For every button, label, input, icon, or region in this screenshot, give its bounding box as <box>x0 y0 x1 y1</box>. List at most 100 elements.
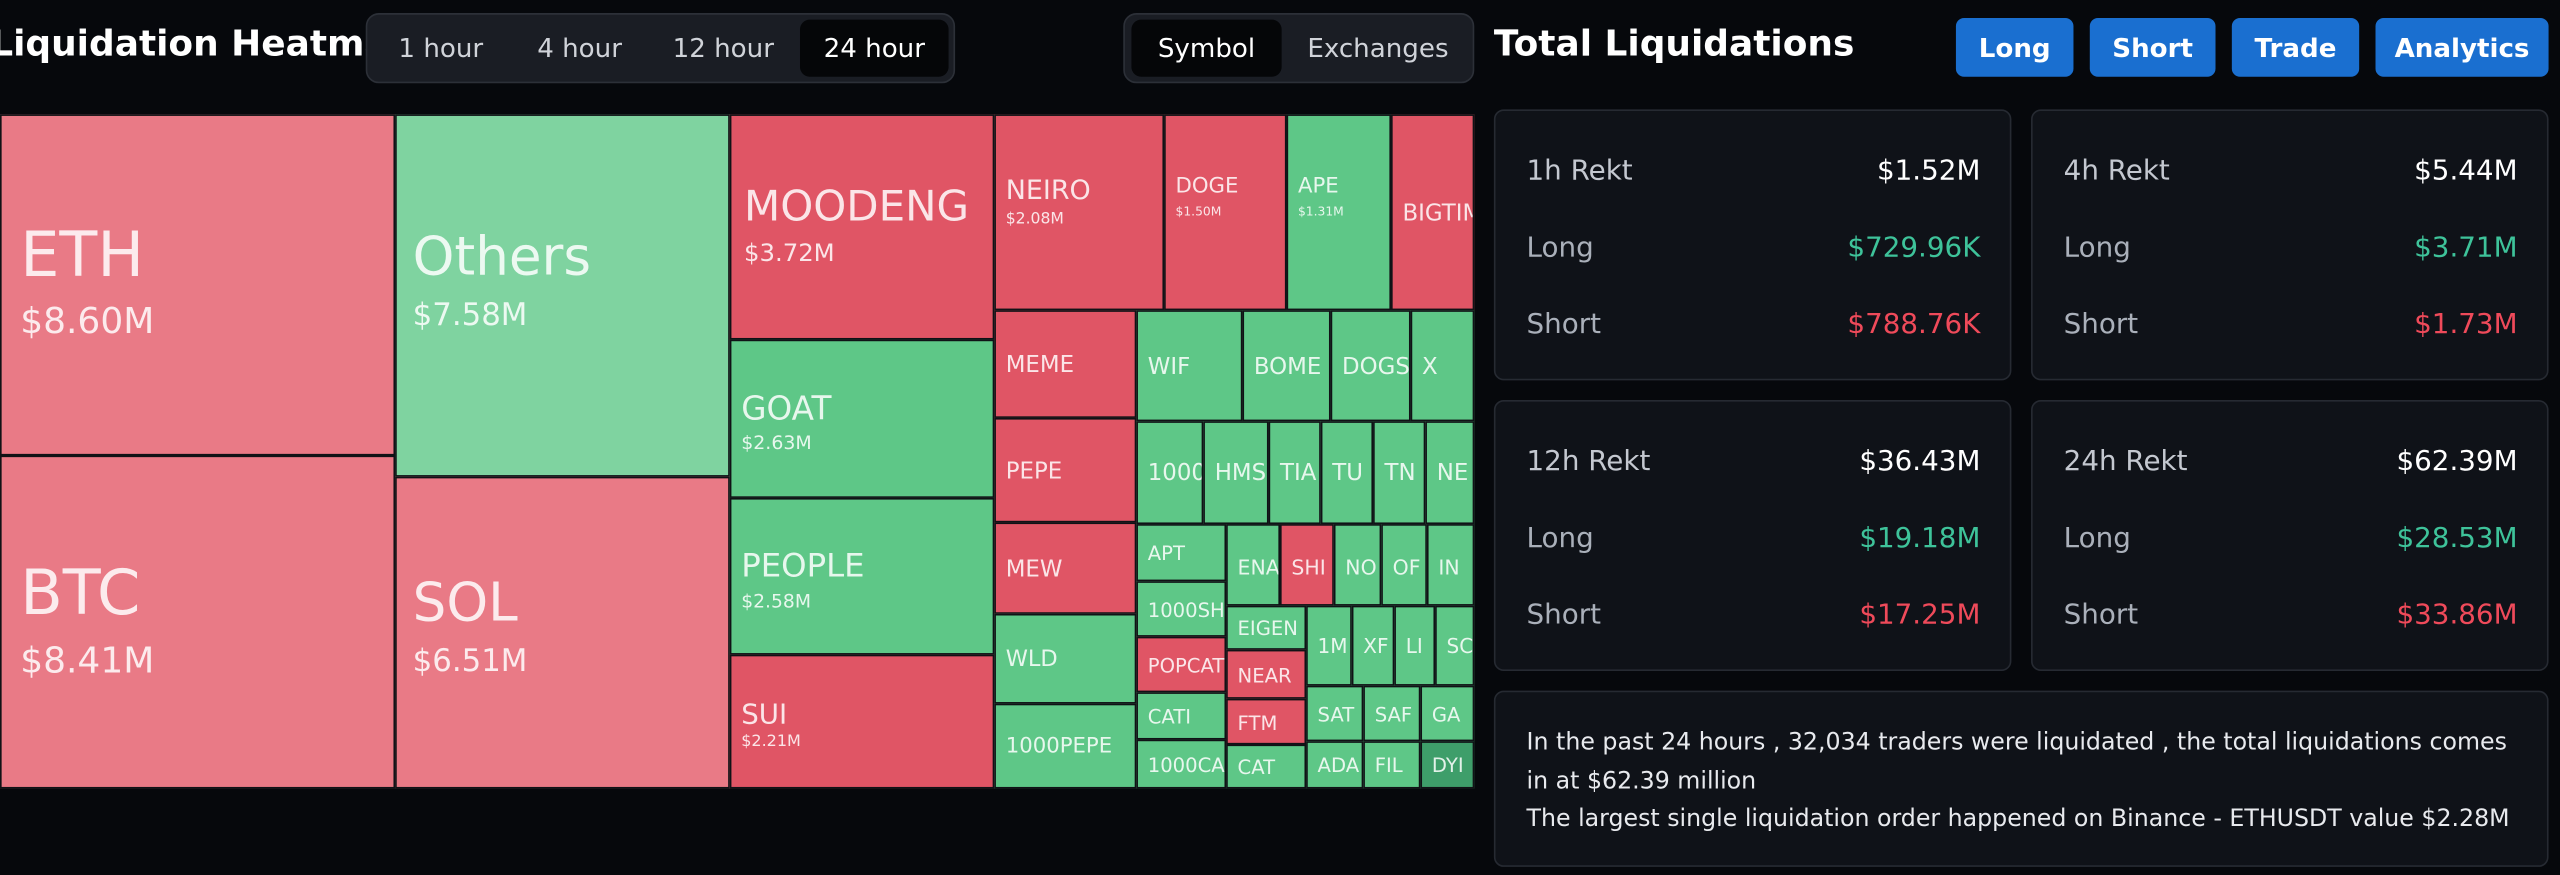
treemap-tile[interactable]: POPCAT <box>1136 636 1227 693</box>
nav-button[interactable]: Trade <box>2231 17 2360 77</box>
tile-label: MEME <box>1005 351 1075 379</box>
view-tab[interactable]: Symbol <box>1131 19 1282 77</box>
treemap-tile[interactable]: IN <box>1426 524 1475 606</box>
row-value: $788.76K <box>1847 308 1981 342</box>
treemap-tile[interactable]: 1000CA <box>1136 739 1227 789</box>
treemap-tile[interactable]: LI <box>1394 605 1436 686</box>
treemap-tile[interactable]: DOGE $1.50M <box>1164 114 1287 311</box>
treemap-tile[interactable]: 1000SH <box>1136 581 1227 637</box>
treemap-tile[interactable]: 1000 <box>1136 421 1204 525</box>
treemap-tile[interactable]: TIA <box>1268 421 1321 525</box>
time-tab[interactable]: 24 hour <box>799 19 949 77</box>
tile-label: MEW <box>1005 556 1063 583</box>
tile-label: MOODENG <box>744 183 970 233</box>
tile-label: SUI <box>741 696 788 730</box>
treemap-tile[interactable]: HMS <box>1203 421 1269 525</box>
treemap-tile[interactable]: SC <box>1435 605 1475 686</box>
summary-text: In the past 24 hours , 32,034 traders we… <box>1526 729 2507 796</box>
treemap-tile[interactable]: Others $7.58M <box>395 114 730 477</box>
card-title: 24h Rekt <box>2063 445 2188 479</box>
tile-label: APE <box>1297 174 1339 200</box>
row-value: $729.96K <box>1847 231 1981 265</box>
card-title: 4h Rekt <box>2063 155 2170 188</box>
time-tab[interactable]: 1 hour <box>398 32 484 64</box>
treemap-tile[interactable]: DOGS <box>1330 310 1411 422</box>
treemap-tile[interactable]: NE <box>1425 421 1475 525</box>
tile-label: Others <box>412 224 592 287</box>
tile-label: OF <box>1392 554 1421 579</box>
treemap-tile[interactable]: OF <box>1381 524 1427 606</box>
treemap-tile[interactable]: NEIRO $2.08M <box>994 114 1165 311</box>
rekt-card: 12h Rekt $36.43M Long $19.18M Short $17.25M <box>1493 399 2012 672</box>
treemap-tile[interactable]: FIL <box>1363 741 1421 789</box>
tile-value: $7.58M <box>412 296 528 333</box>
treemap-tile[interactable]: 1M <box>1306 605 1352 686</box>
treemap-tile[interactable]: CATI <box>1136 692 1227 740</box>
nav-button[interactable]: Short <box>2089 17 2216 77</box>
treemap-tile[interactable]: MEW <box>994 522 1137 614</box>
row-value: $17.25M <box>1859 599 1981 632</box>
treemap-tile[interactable]: XF <box>1351 605 1395 686</box>
treemap-tile[interactable]: BOME <box>1242 310 1331 422</box>
treemap-tile[interactable]: MOODENG $3.72M <box>729 114 995 340</box>
tile-value: $1.31M <box>1297 203 1344 219</box>
tile-label: SHI <box>1291 554 1326 579</box>
treemap-tile[interactable]: 1000PEPE <box>994 703 1137 789</box>
treemap-tile[interactable]: WLD <box>994 613 1137 704</box>
treemap-tile[interactable]: GOAT $2.63M <box>729 339 995 498</box>
treemap-tile[interactable]: SHI <box>1279 524 1334 606</box>
nav-button[interactable]: Long <box>1955 17 2074 77</box>
treemap-tile[interactable]: NO <box>1333 524 1382 606</box>
treemap-tile[interactable]: ADA <box>1306 741 1364 789</box>
tile-value: $1.50M <box>1175 203 1222 219</box>
treemap-tile[interactable]: TU <box>1320 421 1374 525</box>
tile-value: $2.58M <box>741 588 811 612</box>
card-total: $1.52M <box>1876 155 1981 188</box>
treemap-tile[interactable]: ETH $8.60M <box>0 114 396 456</box>
row-value: $28.53M <box>2396 522 2518 556</box>
view-tabs: Symbol Exchanges <box>1123 13 1475 84</box>
rekt-card: 1h Rekt $1.52M Long $729.96K Short $788.76K <box>1493 109 2012 381</box>
view-tab[interactable]: Exchanges <box>1307 32 1449 64</box>
treemap-tile[interactable]: SAT <box>1306 685 1364 742</box>
tile-label: 1000 <box>1147 460 1204 487</box>
treemap-tile[interactable]: DYI <box>1420 741 1475 789</box>
treemap-tile[interactable]: SUI $2.21M <box>729 654 995 789</box>
treemap-tile[interactable]: NEAR <box>1226 649 1307 699</box>
tile-label: TIA <box>1279 460 1317 487</box>
tile-label: PEPE <box>1005 458 1063 485</box>
treemap-tile[interactable]: MEME <box>994 310 1137 418</box>
tile-label: DOGE <box>1175 174 1239 200</box>
treemap-tile[interactable]: SAF <box>1363 685 1421 742</box>
treemap-tile[interactable]: APT <box>1136 524 1227 582</box>
tile-label: SAF <box>1374 703 1413 727</box>
tile-label: 1000SH <box>1147 598 1225 622</box>
tile-label: 1000PEPE <box>1005 734 1113 760</box>
treemap-tile[interactable]: EIGEN <box>1226 605 1307 650</box>
treemap-tile[interactable]: SOL $6.51M <box>395 476 730 789</box>
tile-label: NE <box>1436 460 1469 487</box>
treemap-tile[interactable]: FTM <box>1226 698 1307 745</box>
treemap-tile[interactable]: APE $1.31M <box>1286 114 1392 311</box>
tile-value: $3.72M <box>744 238 835 268</box>
time-tab[interactable]: 12 hour <box>672 32 774 64</box>
tile-label: SC <box>1446 635 1474 659</box>
treemap-tile[interactable]: WIF <box>1136 310 1243 422</box>
treemap-tile[interactable]: PEOPLE $2.58M <box>729 497 995 655</box>
nav-button[interactable]: Analytics <box>2375 17 2549 77</box>
time-tab[interactable]: 4 hour <box>537 32 622 64</box>
treemap-tile[interactable]: TN <box>1373 421 1426 525</box>
treemap-tile[interactable]: GA <box>1420 685 1475 742</box>
treemap-tile[interactable]: ENA <box>1226 524 1280 606</box>
treemap: ETH $8.60M BTC $8.41M Others $7.58M SOL $6.51M M… <box>0 113 1475 789</box>
card-total: $36.43M <box>1859 445 1981 479</box>
treemap-tile[interactable]: PEPE <box>994 417 1137 523</box>
treemap-tile[interactable]: CAT <box>1226 744 1307 789</box>
treemap-tile[interactable]: BTC $8.41M <box>0 455 396 789</box>
treemap-tile[interactable]: X <box>1410 310 1475 422</box>
card-total: $62.39M <box>2396 445 2518 479</box>
rekt-card: 24h Rekt $62.39M Long $28.53M Short $33.86M <box>2031 399 2549 672</box>
tile-label: ADA <box>1317 754 1360 778</box>
